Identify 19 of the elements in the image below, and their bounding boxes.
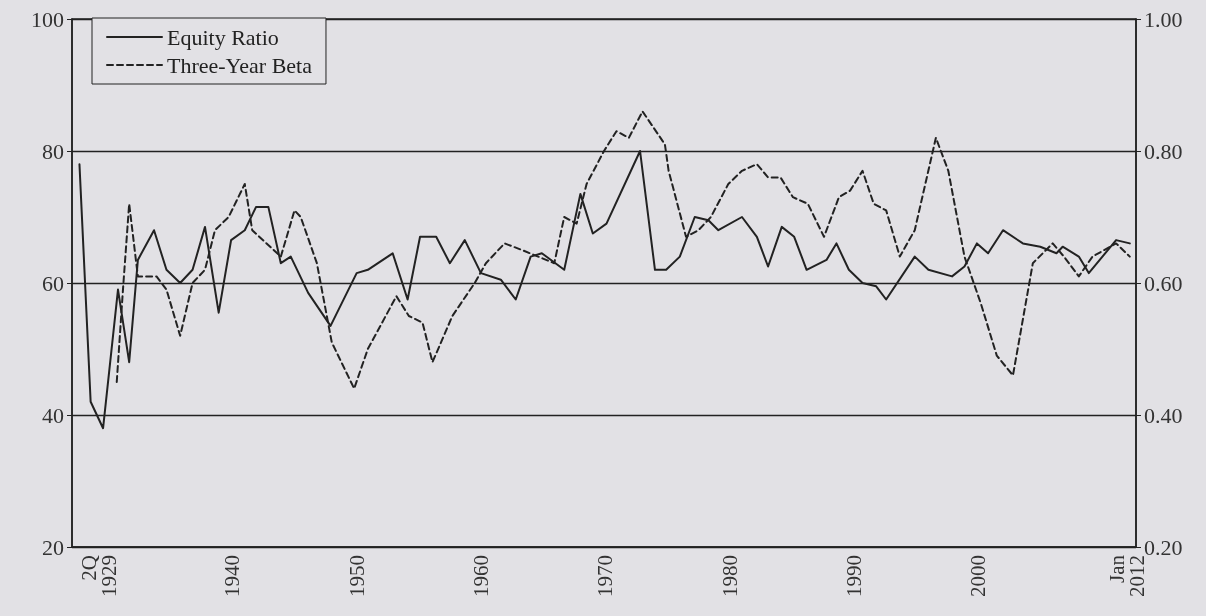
x-tick-label: 1970 [593, 555, 618, 597]
x-tick-label: 1990 [841, 555, 866, 597]
x-tick-label: 1960 [468, 555, 493, 597]
y2-tick-label: 1.00 [1144, 6, 1183, 32]
legend-label: Three-Year Beta [167, 52, 313, 78]
y2-tick-label: 0.80 [1144, 138, 1183, 164]
y-tick-label: 60 [42, 270, 64, 296]
y2-tick-label: 0.40 [1144, 402, 1183, 428]
y-tick-label: 80 [42, 138, 64, 164]
y-tick-label: 100 [31, 6, 64, 32]
x-tick-label: 2000 [966, 555, 991, 597]
x-tick-label: 1940 [220, 555, 245, 597]
x-tick-label: 1980 [717, 555, 742, 597]
y-tick-label: 40 [42, 402, 64, 428]
x-tick-label: 1950 [344, 555, 369, 597]
x-tick-label: 2Q 1929 [76, 555, 121, 597]
y2-tick-label: 0.60 [1144, 270, 1183, 296]
legend-label: Equity Ratio [167, 24, 279, 50]
y-tick-label: 20 [42, 534, 64, 560]
